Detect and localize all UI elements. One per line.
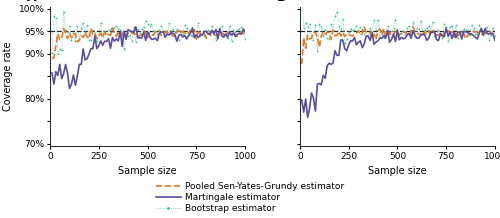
Legend: Pooled Sen-Yates-Grundy estimator, Martingale estimator, Bootstrap estimator: Pooled Sen-Yates-Grundy estimator, Marti… — [156, 182, 344, 213]
X-axis label: Sample size: Sample size — [118, 166, 177, 176]
Text: B: B — [276, 0, 286, 4]
Text: A: A — [26, 0, 36, 4]
X-axis label: Sample size: Sample size — [368, 166, 426, 176]
Y-axis label: Coverage rate: Coverage rate — [3, 42, 13, 111]
